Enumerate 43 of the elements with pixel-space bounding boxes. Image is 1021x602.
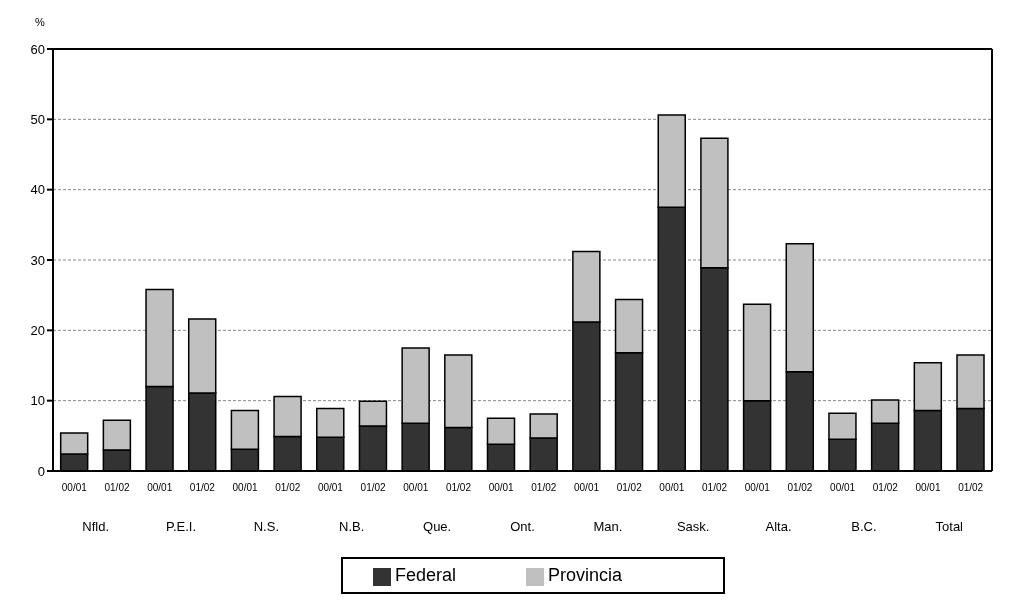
x-tick-label: 00/01 <box>61 482 88 493</box>
x-tick-label: 00/01 <box>317 482 344 493</box>
text: Que. <box>423 519 452 534</box>
x-tick-label: 01/02 <box>702 482 728 493</box>
y-tick-label: 50 <box>30 111 45 127</box>
x-tick-label: 01/02 <box>616 482 643 493</box>
text: Sask. <box>676 519 710 534</box>
x-tick-label: 00/01 <box>574 482 600 493</box>
x-tick-label: 01/02 <box>531 482 557 493</box>
text: Man. <box>593 519 623 534</box>
x-tick-label: 01/02 <box>360 482 387 493</box>
y-axis-title: % <box>35 16 45 28</box>
y-tick-label: 40 <box>30 182 45 198</box>
y-tick-label: 10 <box>30 393 45 409</box>
text: Total <box>935 519 964 534</box>
text: P.E.I. <box>165 519 197 534</box>
x-tick-label: 01/02 <box>189 482 216 493</box>
text: Ont. <box>510 519 535 534</box>
text: Alta. <box>765 519 792 534</box>
x-tick-label: 00/01 <box>232 482 259 493</box>
x-tick-label: 00/01 <box>830 482 856 493</box>
x-tick-label: 00/01 <box>659 482 685 493</box>
y-tick-label: 0 <box>37 463 45 479</box>
x-tick-label: 00/01 <box>488 482 515 493</box>
x-tick-label: 00/01 <box>915 482 941 493</box>
x-tick-label: 01/02 <box>445 482 472 493</box>
text: N.S. <box>253 519 280 534</box>
y-tick-label: 20 <box>30 322 45 338</box>
x-tick-label: 01/02 <box>958 482 984 493</box>
x-tick-label: 01/02 <box>872 482 899 493</box>
y-tick-label: 60 <box>30 41 45 57</box>
text: B.C. <box>851 519 877 534</box>
legend-label: Provincia <box>548 565 623 585</box>
y-tick-label: 30 <box>30 252 45 268</box>
x-tick-label: 00/01 <box>403 482 429 493</box>
x-tick-label: 01/02 <box>275 482 301 493</box>
x-tick-label: 00/01 <box>744 482 771 493</box>
x-tick-label: 00/01 <box>147 482 173 493</box>
text: Nfld. <box>82 519 110 534</box>
x-tick-label: 01/02 <box>787 482 813 493</box>
x-tick-label: 01/02 <box>104 482 130 493</box>
legend-label: Federal <box>394 565 456 585</box>
text: N.B. <box>339 519 365 534</box>
